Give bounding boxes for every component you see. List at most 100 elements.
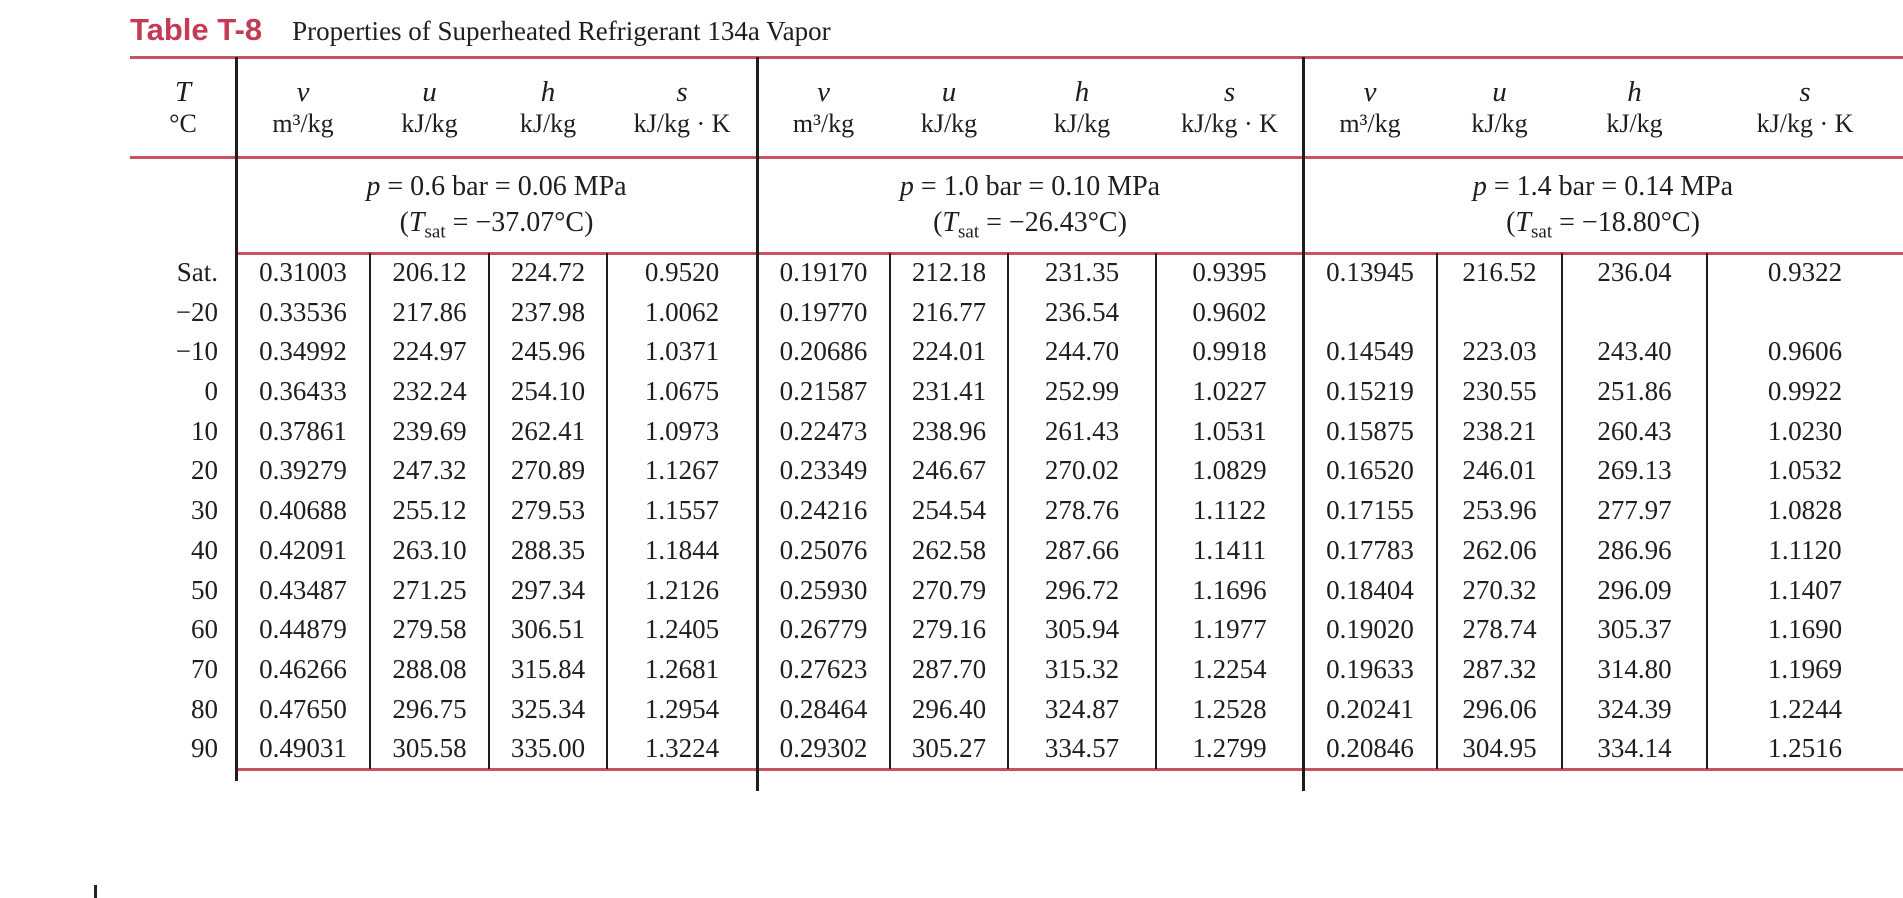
property-symbol: u xyxy=(422,75,437,108)
value-cell: 0.26779 xyxy=(779,614,868,645)
value-cell: 286.96 xyxy=(1597,534,1672,565)
table-number-label: Table T-8 xyxy=(130,12,263,47)
value-cell: 224.97 xyxy=(392,336,467,367)
value-cell: 255.12 xyxy=(392,495,467,526)
value-cell: 261.43 xyxy=(1044,415,1120,446)
value-cell: 279.16 xyxy=(911,614,987,645)
value-cell: 244.70 xyxy=(1044,336,1120,367)
column-divider xyxy=(888,253,892,769)
temp-symbol: T xyxy=(174,75,192,108)
value-cell: 1.1696 xyxy=(1192,574,1267,605)
value-cell: 0.43487 xyxy=(259,574,347,605)
value-cell: 1.2126 xyxy=(644,574,720,605)
value-cell: 314.80 xyxy=(1597,653,1672,684)
value-cell: 231.41 xyxy=(911,376,987,407)
column-divider xyxy=(605,253,609,769)
value-cell: 334.14 xyxy=(1597,733,1672,764)
temp-cell: Sat. xyxy=(176,257,218,287)
value-cell: 260.43 xyxy=(1597,415,1672,446)
property-symbol: s xyxy=(1223,75,1236,108)
value-cell: 0.19633 xyxy=(1326,653,1414,684)
value-cell: 1.1844 xyxy=(644,534,720,565)
value-cell: 0.44879 xyxy=(259,614,347,645)
value-cell: 0.9602 xyxy=(1192,296,1267,327)
property-column-header: v m³/kg xyxy=(757,62,890,152)
red-rule-1 xyxy=(130,55,1903,59)
value-cell: 254.10 xyxy=(510,376,586,407)
value-cell: 0.18404 xyxy=(1326,574,1414,605)
property-column-header: v m³/kg xyxy=(236,62,370,152)
column-divider xyxy=(368,253,372,769)
value-cell: 1.0230 xyxy=(1767,415,1843,446)
value-cell: 0.25076 xyxy=(779,534,868,565)
property-symbol: h xyxy=(540,75,556,108)
value-cell: 245.96 xyxy=(510,336,586,367)
temp-column-divider xyxy=(234,57,238,781)
pressure-label: p = 1.4 bar = 0.14 MPa xyxy=(1472,171,1734,202)
value-cell: 243.40 xyxy=(1597,336,1672,367)
value-cell: 1.1267 xyxy=(644,455,720,486)
pressure-header: p = 1.0 bar = 0.10 MPa (Tsat = −26.43°C) xyxy=(757,162,1303,248)
column-divider xyxy=(487,253,491,769)
value-cell: 0.20686 xyxy=(779,336,868,367)
value-cell: 262.58 xyxy=(911,534,987,565)
property-unit: kJ/kg xyxy=(1606,108,1663,138)
value-cell: 324.39 xyxy=(1597,693,1672,724)
value-cell: 315.32 xyxy=(1044,653,1120,684)
column-divider xyxy=(1705,253,1709,769)
value-cell: 1.2405 xyxy=(644,614,720,645)
value-cell: 0.9395 xyxy=(1192,257,1267,287)
value-cell: 0.28464 xyxy=(779,693,868,724)
temp-cell: 60 xyxy=(191,614,218,645)
page-crop-mark xyxy=(94,885,97,898)
column-divider xyxy=(1006,253,1010,769)
value-cell: 1.0973 xyxy=(644,415,720,446)
temp-unit: °C xyxy=(169,108,197,138)
property-column-header: h kJ/kg xyxy=(489,62,607,152)
value-cell: 269.13 xyxy=(1597,455,1672,486)
value-cell: 0.36433 xyxy=(259,376,347,407)
property-unit: kJ/kg · K xyxy=(1756,108,1854,138)
property-symbol: v xyxy=(1363,75,1377,108)
property-symbol: h xyxy=(1074,75,1090,108)
value-cell: 287.66 xyxy=(1044,534,1120,565)
value-cell: 0.15219 xyxy=(1326,376,1414,407)
column-divider xyxy=(1435,253,1439,769)
value-cell: 288.35 xyxy=(510,534,586,565)
value-cell: 1.0371 xyxy=(644,336,720,367)
property-symbol: s xyxy=(1799,75,1811,108)
value-cell: 305.37 xyxy=(1597,614,1672,645)
temp-cell: 70 xyxy=(191,653,218,684)
value-cell: 1.0828 xyxy=(1767,495,1843,526)
value-cell: 247.32 xyxy=(392,455,467,486)
value-cell: 305.94 xyxy=(1044,614,1120,645)
value-cell: 306.51 xyxy=(510,614,586,645)
property-unit: m³/kg xyxy=(792,108,855,138)
value-cell: 0.29302 xyxy=(779,733,868,764)
value-cell: 1.2244 xyxy=(1767,693,1843,724)
value-cell: 1.2516 xyxy=(1767,733,1843,764)
value-cell: 239.69 xyxy=(392,415,467,446)
table-title-row: Table T-8 Properties of Superheated Refr… xyxy=(130,12,831,48)
value-cell: 296.72 xyxy=(1044,574,1120,605)
property-unit: m³/kg xyxy=(272,108,334,138)
value-cell: 253.96 xyxy=(1462,495,1537,526)
value-cell: 223.03 xyxy=(1462,336,1537,367)
temp-cell: 20 xyxy=(191,455,218,486)
value-cell: 270.89 xyxy=(510,455,586,486)
value-cell: 1.2799 xyxy=(1192,733,1267,764)
value-cell: 263.10 xyxy=(392,534,467,565)
value-cell: 0.9520 xyxy=(644,257,720,287)
value-cell: 230.55 xyxy=(1462,376,1537,407)
temp-cell: 40 xyxy=(191,534,218,565)
value-cell: 1.1557 xyxy=(644,495,720,526)
red-rule-2 xyxy=(130,155,1903,159)
value-cell: 278.76 xyxy=(1044,495,1120,526)
value-cell: 0.33536 xyxy=(259,296,347,327)
value-cell: 1.1120 xyxy=(1768,534,1842,565)
value-cell: 1.1411 xyxy=(1192,534,1267,565)
value-cell: 279.58 xyxy=(392,614,467,645)
value-cell: 0.23349 xyxy=(779,455,868,486)
value-cell: 0.40688 xyxy=(259,495,347,526)
